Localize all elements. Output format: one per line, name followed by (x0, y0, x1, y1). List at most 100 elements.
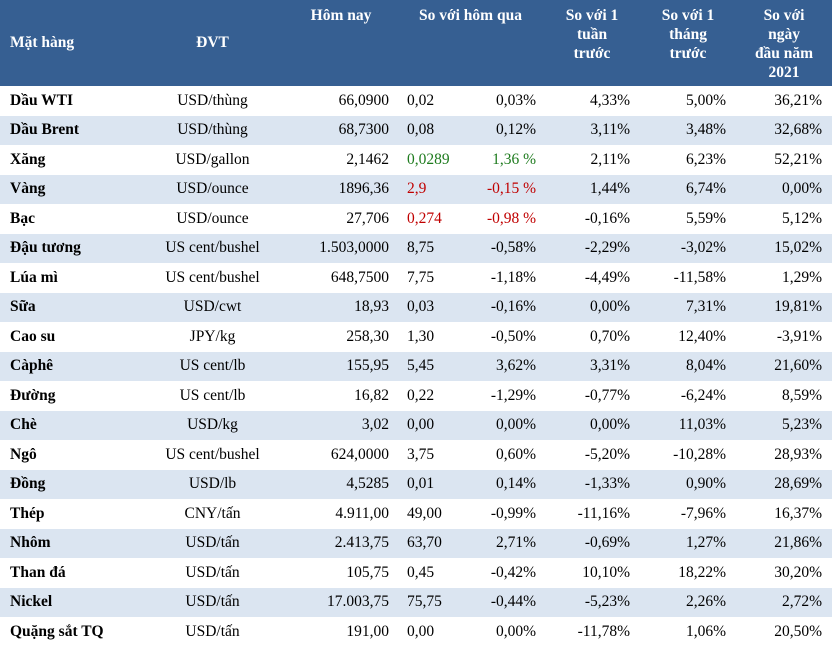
pct-change-vs-prev-day: 0,03% (472, 85, 545, 116)
pct-change-vs-prev-day: -0,42% (472, 557, 545, 588)
pct-change-vs-1-month: 1,27% (640, 528, 737, 558)
pct-change-vs-1-week: -1,33% (544, 469, 641, 499)
header-vs-ytd-line: So với (763, 7, 805, 24)
commodity-name: Sữa (0, 292, 140, 322)
pct-change-vs-1-week: -0,69% (544, 528, 641, 558)
pct-change-vs-1-week: -2,29% (544, 233, 641, 263)
table-row: Quặng sắt TQ USD/tấn 191,00 0,00 0,00% -11,78… (0, 616, 832, 647)
pct-change-vs-1-month: 5,00% (640, 85, 737, 116)
table-row: Dầu Brent USD/thùng 68,7300 0,08 0,12% 3,11% 3… (0, 115, 832, 145)
price-today: 624,0000 (285, 439, 397, 470)
pct-change-vs-1-month: 5,59% (640, 203, 737, 234)
pct-change-vs-prev-day: 0,14% (472, 469, 545, 499)
header-row: Mặt hàng ĐVT Hôm nay So với hôm qua So v… (0, 0, 832, 86)
price-today: 2.413,75 (285, 528, 397, 558)
pct-change-vs-ytd: 5,23% (736, 410, 832, 440)
pct-change-vs-ytd: 15,02% (736, 233, 832, 263)
price-today: 18,93 (285, 292, 397, 322)
change-vs-prev-day: 0,08 (397, 115, 472, 145)
pct-change-vs-ytd: 36,21% (736, 85, 832, 116)
pct-change-vs-ytd: 20,50% (736, 616, 832, 647)
pct-change-vs-1-week: -4,49% (544, 262, 641, 293)
price-today: 1.503,0000 (285, 233, 397, 263)
table-row: Vàng USD/ounce 1896,36 2,9 -0,15 % 1,44% 6,74%… (0, 174, 832, 204)
change-vs-prev-day: 8,75 (397, 233, 472, 263)
pct-change-vs-1-month: 3,48% (640, 115, 737, 145)
header-vs-ytd-line: đầu năm (754, 45, 814, 62)
table-row: Ngô US cent/bushel 624,0000 3,75 0,60% -5,20%… (0, 439, 832, 470)
pct-change-vs-prev-day: -0,98 % (472, 203, 545, 234)
pct-change-vs-1-month: -6,24% (640, 380, 737, 411)
header-unit: ĐVT (140, 0, 285, 86)
pct-change-vs-1-month: -3,02% (640, 233, 737, 263)
table-row: Lúa mì US cent/bushel 648,7500 7,75 -1,18% -4… (0, 262, 832, 293)
price-today: 4.911,00 (285, 498, 397, 529)
unit-cell: USD/tấn (140, 528, 285, 558)
unit-cell: US cent/lb (140, 380, 285, 411)
header-vs-1-month-line: So với 1 (661, 7, 715, 24)
unit-cell: US cent/bushel (140, 439, 285, 470)
unit-cell: US cent/bushel (140, 262, 285, 293)
table-row: Nhôm USD/tấn 2.413,75 63,70 2,71% -0,69% 1,27%… (0, 528, 832, 558)
pct-change-vs-1-week: 3,31% (544, 351, 641, 381)
pct-change-vs-1-month: 12,40% (640, 321, 737, 352)
price-today: 191,00 (285, 616, 397, 647)
price-today: 2,1462 (285, 144, 397, 175)
unit-cell: USD/tấn (140, 616, 285, 647)
unit-cell: USD/tấn (140, 557, 285, 588)
price-today: 66,0900 (285, 85, 397, 116)
header-commodity: Mặt hàng (0, 0, 140, 86)
unit-cell: JPY/kg (140, 321, 285, 352)
pct-change-vs-ytd: -3,91% (736, 321, 832, 352)
table-header: Mặt hàng ĐVT Hôm nay So với hôm qua So v… (0, 0, 832, 86)
pct-change-vs-1-week: 0,00% (544, 292, 641, 322)
commodity-name: Nickel (0, 587, 140, 617)
change-vs-prev-day: 5,45 (397, 351, 472, 381)
price-today: 258,30 (285, 321, 397, 352)
change-vs-prev-day: 63,70 (397, 528, 472, 558)
change-vs-prev-day: 3,75 (397, 439, 472, 470)
commodity-name: Bạc (0, 203, 140, 234)
pct-change-vs-ytd: 28,93% (736, 439, 832, 470)
commodity-name: Đường (0, 380, 140, 411)
pct-change-vs-prev-day: 0,00% (472, 410, 545, 440)
pct-change-vs-prev-day: -0,50% (472, 321, 545, 352)
pct-change-vs-1-month: 7,31% (640, 292, 737, 322)
price-today: 16,82 (285, 380, 397, 411)
change-vs-prev-day: 49,00 (397, 498, 472, 529)
pct-change-vs-ytd: 0,00% (736, 174, 832, 204)
pct-change-vs-ytd: 5,12% (736, 203, 832, 234)
header-vs-ytd: So với ngày đầu năm 2021 (736, 0, 832, 86)
pct-change-vs-1-month: 11,03% (640, 410, 737, 440)
pct-change-vs-prev-day: -0,44% (472, 587, 545, 617)
commodity-name: Xăng (0, 144, 140, 175)
table-row: Than đá USD/tấn 105,75 0,45 -0,42% 10,10% 18,2… (0, 557, 832, 588)
commodity-name: Dầu WTI (0, 85, 140, 116)
pct-change-vs-ytd: 30,20% (736, 557, 832, 588)
table-row: Xăng USD/gallon 2,1462 0,0289 1,36 % 2,11% 6,2… (0, 144, 832, 175)
commodity-name: Quặng sắt TQ (0, 616, 140, 647)
header-vs-1-week: So với 1 tuần trước (544, 0, 641, 86)
header-vs-1-month-line: tháng (669, 26, 707, 43)
unit-cell: US cent/lb (140, 351, 285, 381)
pct-change-vs-prev-day: 2,71% (472, 528, 545, 558)
table-row: Nickel USD/tấn 17.003,75 75,75 -0,44% -5,23% 2… (0, 587, 832, 617)
pct-change-vs-1-month: -7,96% (640, 498, 737, 529)
pct-change-vs-ytd: 8,59% (736, 380, 832, 411)
price-today: 17.003,75 (285, 587, 397, 617)
pct-change-vs-ytd: 28,69% (736, 469, 832, 499)
pct-change-vs-prev-day: -0,15 % (472, 174, 545, 204)
pct-change-vs-ytd: 1,29% (736, 262, 832, 293)
table-row: Chè USD/kg 3,02 0,00 0,00% 0,00% 11,03% 5,23% (0, 410, 832, 440)
change-vs-prev-day: 0,22 (397, 380, 472, 411)
price-today: 27,706 (285, 203, 397, 234)
unit-cell: CNY/tấn (140, 498, 285, 529)
header-vs-ytd-line: 2021 (768, 64, 800, 81)
commodity-name: Than đá (0, 557, 140, 588)
table-row: Đồng USD/lb 4,5285 0,01 0,14% -1,33% 0,90% 28,6… (0, 469, 832, 499)
commodity-name: Vàng (0, 174, 140, 204)
price-today: 68,7300 (285, 115, 397, 145)
pct-change-vs-ytd: 32,68% (736, 115, 832, 145)
pct-change-vs-1-month: 2,26% (640, 587, 737, 617)
